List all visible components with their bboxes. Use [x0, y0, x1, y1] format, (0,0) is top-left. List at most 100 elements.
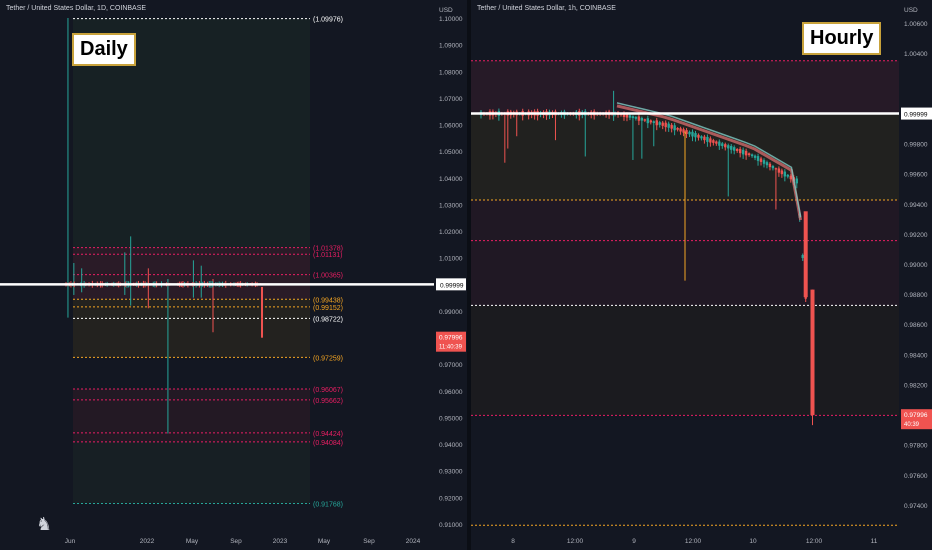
- hourly-candle-body: [712, 140, 715, 143]
- daily-level-label: (0.97259): [313, 355, 343, 362]
- hourly-candle-body: [709, 138, 712, 143]
- daily-y-tick: 1.08000: [439, 69, 463, 76]
- hourly-candle-body: [756, 156, 760, 161]
- hourly-y-tick: 0.98200: [904, 382, 928, 389]
- tradingview-logo-icon[interactable]: ♞: [36, 514, 53, 534]
- daily-x-tick: May: [186, 538, 199, 545]
- hourly-y-tick: 0.99800: [904, 142, 928, 149]
- daily-timeframe-label: Daily: [72, 33, 136, 66]
- daily-countdown-text: 11:40:39: [439, 345, 463, 351]
- hourly-candle-body: [679, 128, 682, 132]
- daily-y-tick: 1.04000: [439, 176, 463, 183]
- daily-y-tick: 1.06000: [439, 123, 463, 130]
- hourly-y-tick: 0.98400: [904, 352, 928, 359]
- hourly-candle-body: [700, 136, 703, 139]
- daily-chart-panel[interactable]: (1.09976) (1.01378) (1.01131) (1.00365) (0.9…: [0, 0, 467, 550]
- hourly-candle-body: [706, 136, 709, 142]
- hourly-candle-body: [628, 115, 632, 118]
- hourly-candle-body: [768, 163, 772, 168]
- daily-level-label: (1.00365): [313, 273, 343, 280]
- hourly-candle-body: [631, 116, 635, 119]
- daily-y-tick: 1.01000: [439, 256, 463, 263]
- hourly-candle-body: [643, 119, 647, 121]
- daily-y-tick: 0.91000: [439, 522, 463, 529]
- hourly-candle-body: [703, 136, 706, 141]
- hourly-y-tick: 0.99200: [904, 232, 928, 239]
- hourly-y-tick: 0.99000: [904, 262, 928, 269]
- daily-chart-title: Tether / United States Dollar, 1D, COINB…: [6, 5, 147, 12]
- hourly-candle-body: [786, 174, 790, 177]
- hourly-candle-body: [724, 144, 727, 148]
- daily-x-tick: 2024: [406, 538, 421, 545]
- hourly-peg-badge-text: 0.99999: [904, 112, 928, 119]
- hourly-candle-body: [733, 147, 736, 151]
- hourly-zone-upper: [471, 60, 899, 114]
- daily-y-tick: 0.95000: [439, 415, 463, 422]
- hourly-candle-body: [622, 113, 626, 117]
- daily-peg-badge-text: 0.99999: [440, 282, 464, 289]
- daily-y-tick: 1.03000: [439, 202, 463, 209]
- hourly-y-tick: 0.99400: [904, 202, 928, 209]
- daily-level-label: (1.01131): [313, 252, 342, 259]
- hourly-candle-body: [795, 178, 798, 184]
- hourly-candle-body: [634, 116, 638, 119]
- hourly-candle-body: [753, 155, 757, 158]
- hourly-chart-panel[interactable]: 1.00600 1.00400 0.99800 0.99600 0.99400 0.992…: [471, 0, 932, 550]
- daily-x-tick: May: [318, 538, 331, 545]
- daily-x-tick: 2022: [140, 538, 155, 545]
- hourly-y-tick: 0.97400: [904, 503, 928, 510]
- daily-level-label: (0.98722): [313, 316, 343, 323]
- daily-y-tick: 1.07000: [439, 96, 463, 103]
- hourly-candle-body: [658, 122, 661, 125]
- hourly-candle-body: [801, 255, 804, 258]
- hourly-candle-body: [735, 149, 739, 151]
- daily-level-label: (0.94424): [313, 431, 343, 438]
- hourly-candle-body: [673, 125, 676, 131]
- panel-divider[interactable]: [467, 0, 471, 550]
- hourly-y-tick: 1.00600: [904, 21, 928, 28]
- daily-y-tick: 1.09000: [439, 43, 463, 50]
- daily-level-label: (0.96067): [313, 387, 343, 394]
- hourly-chart[interactable]: 1.00600 1.00400 0.99800 0.99600 0.99400 0.992…: [471, 0, 932, 550]
- daily-level-label: (0.99152): [313, 305, 343, 312]
- daily-y-tick: 0.93000: [439, 469, 463, 476]
- hourly-candle-body: [625, 113, 629, 118]
- hourly-candle-body: [667, 123, 670, 128]
- hourly-candle-body: [738, 148, 742, 154]
- hourly-candle-body: [652, 121, 655, 123]
- hourly-candle-body: [762, 160, 766, 164]
- hourly-candle-body: [780, 170, 784, 175]
- daily-last-candle: [261, 286, 263, 338]
- hourly-y-tick: 0.98800: [904, 292, 928, 299]
- daily-y-tick: 0.96000: [439, 389, 463, 396]
- daily-level-label: (0.94084): [313, 440, 343, 447]
- hourly-candle-body: [747, 153, 751, 156]
- hourly-candle-body: [741, 149, 745, 155]
- hourly-candle-body: [649, 120, 652, 123]
- hourly-candle-body: [721, 143, 724, 147]
- daily-y-tick: 0.94000: [439, 442, 463, 449]
- hourly-candle-body: [774, 168, 778, 170]
- hourly-candle-body: [640, 117, 644, 121]
- daily-y-tick: 0.97000: [439, 362, 463, 369]
- daily-level-label: (1.09976): [313, 17, 343, 24]
- hourly-candle-body: [759, 158, 763, 162]
- hourly-y-tick: 0.98600: [904, 322, 928, 329]
- hourly-candle-body: [655, 120, 658, 126]
- daily-zone-orange: [73, 299, 310, 358]
- hourly-ma-line: [616, 102, 802, 218]
- hourly-timeframe-label: Hourly: [802, 22, 882, 55]
- daily-x-tick: 2023: [273, 538, 288, 545]
- hourly-candle-body: [661, 122, 664, 126]
- hourly-countdown-text: 40:39: [904, 422, 920, 428]
- daily-price-badge: [436, 331, 466, 352]
- daily-x-tick: Sep: [363, 538, 375, 545]
- daily-level-label: (0.99438): [313, 297, 343, 304]
- daily-peg-badge: [436, 278, 466, 291]
- hourly-candle-body: [777, 168, 781, 173]
- hourly-chart-title: Tether / United States Dollar, 1h, COINB…: [477, 5, 616, 12]
- daily-chart[interactable]: (1.09976) (1.01378)(1.01131) (1.00365) (0.9…: [0, 0, 467, 550]
- hourly-candle-body: [688, 131, 691, 135]
- hourly-x-tick: 8: [511, 538, 515, 545]
- hourly-y-tick: 0.97600: [904, 473, 928, 480]
